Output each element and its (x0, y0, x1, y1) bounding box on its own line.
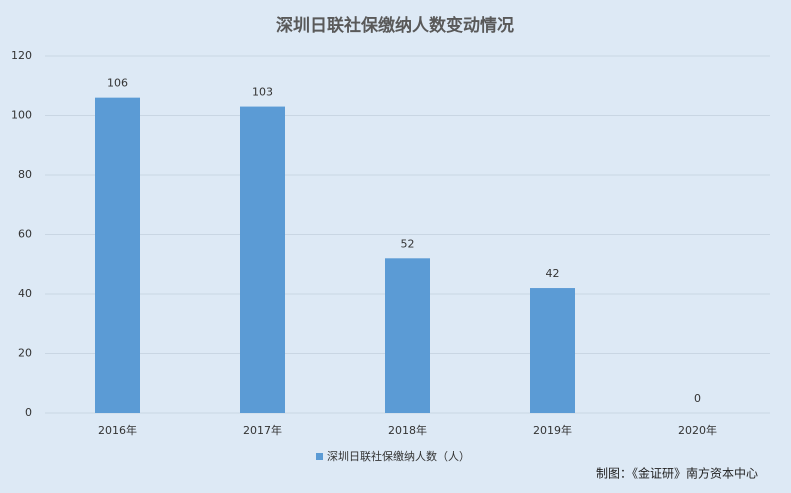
y-tick-label: 0 (25, 406, 32, 419)
chart-title: 深圳日联社保缴纳人数变动情况 (276, 15, 514, 36)
y-tick-label: 100 (11, 109, 32, 122)
x-tick-label: 2017年 (243, 423, 282, 437)
y-tick-label: 80 (18, 168, 32, 181)
data-label: 42 (546, 267, 560, 280)
y-tick-label: 60 (18, 228, 32, 241)
x-tick-label: 2019年 (533, 423, 572, 437)
source-note: 制图：《金证研》南方资本中心 (596, 466, 758, 481)
bar (385, 258, 430, 413)
y-tick-label: 120 (11, 49, 32, 62)
data-label: 106 (107, 77, 128, 90)
bar (240, 106, 285, 413)
x-tick-label: 2020年 (678, 423, 717, 437)
legend-swatch (316, 453, 323, 460)
bar (95, 97, 140, 414)
x-tick-label: 2018年 (388, 423, 427, 437)
y-tick-label: 40 (18, 287, 32, 300)
data-label: 52 (401, 237, 415, 250)
y-tick-label: 20 (18, 347, 32, 360)
data-label: 103 (252, 86, 273, 99)
bar (530, 288, 575, 413)
x-tick-label: 2016年 (98, 423, 137, 437)
data-label: 0 (694, 392, 701, 405)
legend-label: 深圳日联社保缴纳人数（人） (327, 449, 470, 463)
